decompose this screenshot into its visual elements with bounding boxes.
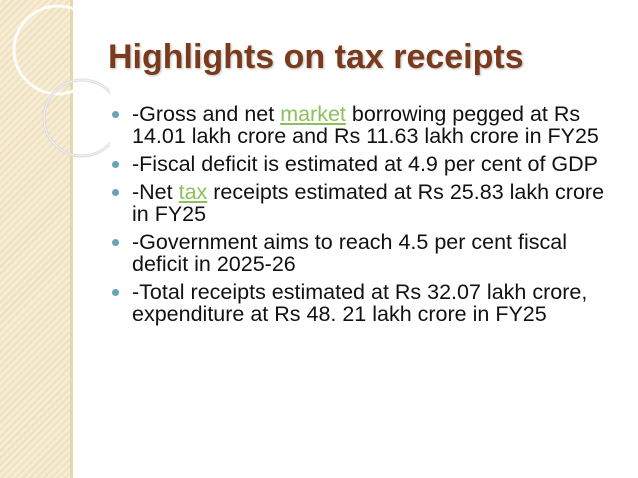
side-panel-edge xyxy=(70,0,73,478)
bullet-text: -Net xyxy=(132,180,179,204)
decorative-circles xyxy=(12,4,110,158)
bullet-text: receipts estimated at Rs 25.83 lakh cror… xyxy=(132,180,605,226)
bullet-item: -Net tax receipts estimated at Rs 25.83 … xyxy=(110,181,625,225)
bullet-item: -Gross and net market borrowing pegged a… xyxy=(110,103,625,147)
bullet-dot-icon xyxy=(112,111,119,118)
bullet-text: -Government aims to reach 4.5 per cent f… xyxy=(132,230,567,276)
bullet-text: -Gross and net xyxy=(132,102,281,126)
slide-title: Highlights on tax receipts xyxy=(108,38,524,76)
bullet-list: -Gross and net market borrowing pegged a… xyxy=(110,103,625,331)
bullet-dot-icon xyxy=(112,161,119,168)
bullet-text: -Fiscal deficit is estimated at 4.9 per … xyxy=(132,152,599,176)
bullet-dot-icon xyxy=(112,289,119,296)
bullet-item: -Fiscal deficit is estimated at 4.9 per … xyxy=(110,153,625,175)
bullet-dot-icon xyxy=(112,189,119,196)
bullet-item: -Government aims to reach 4.5 per cent f… xyxy=(110,231,625,275)
market-link[interactable]: market xyxy=(280,102,346,126)
tax-link[interactable]: tax xyxy=(178,180,208,204)
bullet-item: -Total receipts estimated at Rs 32.07 la… xyxy=(110,281,625,325)
bullet-dot-icon xyxy=(112,239,119,246)
bullet-text: -Total receipts estimated at Rs 32.07 la… xyxy=(132,280,588,326)
decorative-side-panel xyxy=(0,0,70,478)
bullet-text: borrowing pegged at Rs 14.01 lakh crore … xyxy=(132,102,599,148)
